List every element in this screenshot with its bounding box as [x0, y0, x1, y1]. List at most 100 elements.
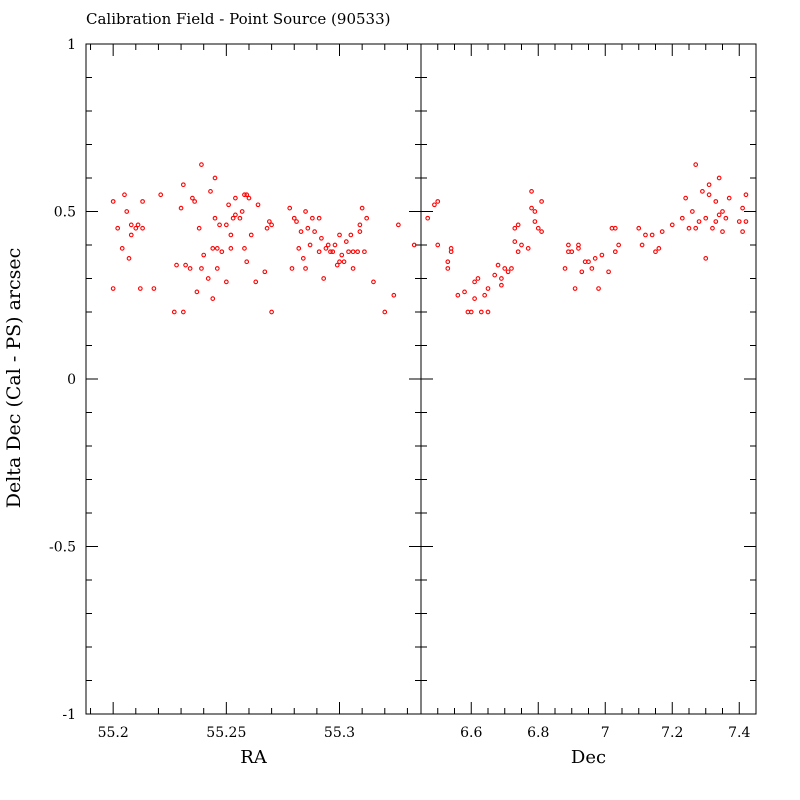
data-point	[119, 246, 125, 251]
y-axis-label: Delta Dec (Cal - PS) arcsec	[3, 248, 25, 509]
data-point	[482, 292, 488, 298]
data-point	[126, 256, 132, 261]
data-point	[726, 195, 732, 201]
data-point	[334, 262, 340, 268]
data-point	[133, 225, 139, 231]
data-point	[723, 215, 729, 221]
data-point	[312, 229, 317, 234]
data-point	[445, 259, 451, 265]
data-point	[192, 199, 197, 204]
data-point	[180, 309, 186, 315]
data-point	[180, 182, 186, 188]
data-point	[693, 162, 699, 167]
data-point	[636, 225, 642, 231]
chart-title: Calibration Field - Point Source (90533)	[86, 10, 390, 28]
data-point	[710, 225, 715, 231]
data-point	[485, 309, 491, 315]
x-tick-label: 55.2	[98, 725, 129, 741]
data-point	[656, 246, 662, 251]
data-point	[303, 266, 308, 271]
data-point	[411, 242, 417, 248]
y-tick-label: 1	[67, 37, 76, 53]
data-point	[233, 212, 238, 218]
data-point	[659, 229, 665, 234]
data-point	[612, 249, 618, 255]
x-tick-label: 55.25	[206, 725, 246, 741]
y-tick-label: -1	[62, 707, 76, 723]
data-point	[371, 279, 376, 285]
data-point	[589, 266, 595, 271]
data-point	[716, 175, 722, 181]
panel-1-frame	[85, 43, 422, 715]
data-point	[362, 249, 367, 255]
data-point	[703, 256, 709, 261]
data-point	[208, 189, 213, 194]
data-point	[223, 222, 229, 228]
x-tick-label: 6.8	[527, 725, 549, 741]
data-point	[244, 192, 250, 198]
data-point	[535, 225, 541, 231]
data-point	[266, 219, 272, 224]
data-point	[239, 209, 245, 214]
data-point	[495, 262, 501, 268]
data-point	[303, 209, 308, 214]
data-point	[512, 239, 518, 244]
data-point	[262, 269, 268, 275]
data-point	[269, 309, 274, 315]
data-point	[337, 232, 342, 238]
data-point	[298, 229, 304, 234]
data-point	[330, 249, 336, 255]
data-point	[357, 229, 363, 234]
data-point	[305, 225, 311, 231]
data-point	[194, 289, 200, 295]
data-point	[492, 272, 498, 278]
data-point	[579, 269, 585, 275]
x-tick-label: 7.2	[661, 725, 683, 741]
data-point	[151, 286, 157, 291]
data-point	[174, 262, 179, 268]
data-point	[212, 215, 218, 221]
x-tick-label: 6.6	[460, 725, 482, 741]
data-point	[445, 266, 451, 271]
data-point	[355, 249, 360, 255]
data-point	[713, 219, 719, 224]
data-point	[720, 229, 725, 234]
data-point	[683, 195, 689, 201]
data-point	[713, 199, 719, 204]
data-point	[505, 269, 511, 275]
data-point	[248, 232, 254, 238]
data-point	[242, 246, 247, 251]
data-point	[310, 215, 315, 221]
data-point	[529, 205, 534, 211]
data-point	[343, 239, 349, 244]
data-point	[140, 225, 145, 231]
data-point	[706, 192, 712, 198]
data-point	[350, 266, 356, 271]
data-point	[686, 225, 692, 231]
data-point	[214, 246, 220, 251]
data-point	[137, 286, 143, 291]
data-point	[693, 225, 699, 231]
data-point	[455, 292, 461, 298]
x-tick-label: 55.3	[324, 725, 355, 741]
data-point	[115, 225, 121, 231]
data-point	[736, 219, 742, 224]
data-point	[499, 282, 504, 288]
data-point	[649, 232, 655, 238]
data-point	[596, 286, 601, 291]
data-point	[291, 215, 297, 221]
data-point	[391, 292, 397, 298]
data-point	[199, 162, 204, 167]
data-point	[485, 286, 491, 291]
x-tick-label: 7	[601, 725, 610, 741]
data-point	[703, 215, 709, 221]
data-point	[316, 249, 322, 255]
data-point	[706, 182, 712, 188]
data-point	[289, 266, 295, 271]
data-point	[171, 309, 177, 315]
data-point	[435, 199, 441, 204]
data-point	[226, 202, 231, 208]
data-point	[230, 215, 236, 221]
data-point	[599, 252, 605, 258]
